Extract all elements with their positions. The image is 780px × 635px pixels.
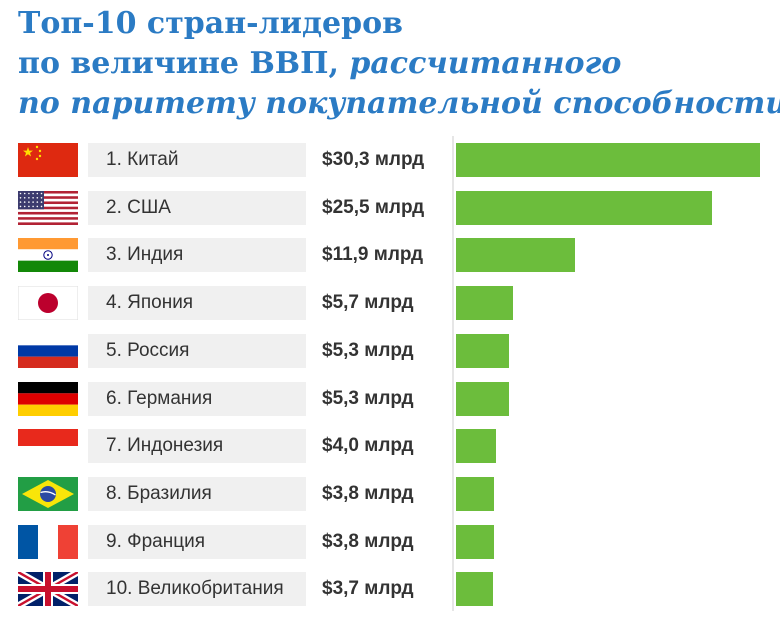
category-label-box: 7. Индонезия (88, 429, 306, 463)
brazil-flag-icon (18, 477, 78, 511)
germany-flag-icon (18, 382, 78, 416)
category-label-box: 2. США (88, 191, 306, 225)
china-flag-icon (18, 143, 78, 177)
category-label: 6. Германия (106, 388, 213, 409)
value-label: $25,5 млрд (322, 197, 425, 218)
chart-row: 10. Великобритания $3,7 млрд (0, 570, 780, 606)
chart-row: 5. Россия $5,3 млрд (0, 332, 780, 368)
chart-row: 2. США $25,5 млрд (0, 189, 780, 225)
value-label: $3,8 млрд (322, 483, 414, 504)
value-label: $11,9 млрд (322, 244, 424, 265)
indonesia-flag-icon (18, 429, 78, 463)
category-label: 2. США (106, 197, 171, 218)
value-label: $5,7 млрд (322, 292, 414, 313)
category-label: 10. Великобритания (106, 578, 284, 599)
title-line-2: по величине ВВП, рассчитанного (18, 44, 768, 84)
bar (456, 477, 494, 511)
value-label: $3,7 млрд (322, 578, 414, 599)
category-label-box: 5. Россия (88, 334, 306, 368)
bar (456, 238, 575, 272)
value-label: $5,3 млрд (322, 340, 414, 361)
category-label: 8. Бразилия (106, 483, 212, 504)
category-label-box: 3. Индия (88, 238, 306, 272)
bar (456, 429, 496, 463)
value-label: $5,3 млрд (322, 388, 414, 409)
title-line-1: Топ-10 стран-лидеров (18, 6, 403, 41)
category-label-box: 1. Китай (88, 143, 306, 177)
category-label-box: 10. Великобритания (88, 572, 306, 606)
category-label: 1. Китай (106, 149, 179, 170)
bar (456, 525, 494, 559)
bar (456, 191, 712, 225)
chart-row: 6. Германия $5,3 млрд (0, 380, 780, 416)
bar (456, 286, 513, 320)
bar (456, 143, 760, 177)
category-label: 3. Индия (106, 244, 184, 265)
category-label-box: 6. Германия (88, 382, 306, 416)
bar-axis-line (452, 136, 454, 611)
bar (456, 572, 493, 606)
category-label-box: 9. Франция (88, 525, 306, 559)
category-label: 5. Россия (106, 340, 190, 361)
bar (456, 382, 509, 416)
japan-flag-icon (18, 286, 78, 320)
category-label: 7. Индонезия (106, 435, 224, 456)
chart-row: 8. Бразилия $3,8 млрд (0, 475, 780, 511)
chart-row: 9. Франция $3,8 млрд (0, 523, 780, 559)
uk-flag-icon (18, 572, 78, 606)
category-label: 9. Франция (106, 531, 205, 552)
title-line-2-italic: рассчитанного (338, 46, 622, 81)
value-label: $4,0 млрд (322, 435, 414, 456)
category-label: 4. Япония (106, 292, 194, 313)
value-label: $3,8 млрд (322, 531, 414, 552)
category-label-box: 8. Бразилия (88, 477, 306, 511)
usa-flag-icon (18, 191, 78, 225)
chart-row: 7. Индонезия $4,0 млрд (0, 427, 780, 463)
india-flag-icon (18, 238, 78, 272)
france-flag-icon (18, 525, 78, 559)
title-line-3: по паритету покупательной способности (18, 86, 780, 121)
bar (456, 334, 509, 368)
chart-row: 1. Китай $30,3 млрд (0, 141, 780, 177)
value-label: $30,3 млрд (322, 149, 425, 170)
chart-title: Топ-10 стран-лидеров по величине ВВП, ра… (18, 4, 780, 124)
russia-flag-icon (18, 334, 78, 368)
title-line-2-bold: по величине ВВП, (18, 46, 339, 81)
chart-row: 3. Индия $11,9 млрд (0, 236, 780, 272)
category-label-box: 4. Япония (88, 286, 306, 320)
chart-row: 4. Япония $5,7 млрд (0, 284, 780, 320)
